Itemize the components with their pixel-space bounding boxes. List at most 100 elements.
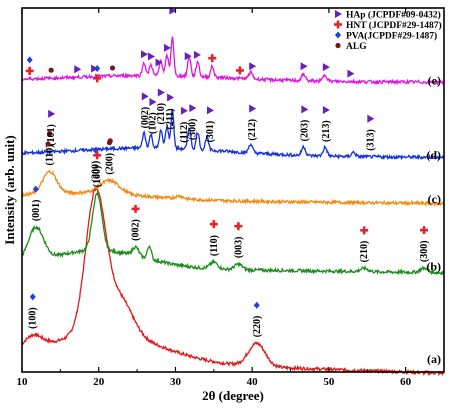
miller-index-label: (210)	[359, 241, 370, 263]
hap-marker-4-x9	[147, 52, 155, 61]
alg-marker-4-x2	[48, 67, 54, 73]
hap-marker-4-x11	[164, 43, 172, 52]
miller-index-label: (100)	[92, 166, 103, 188]
hap-marker-3-1	[141, 92, 149, 101]
x-tick-label: 20	[93, 376, 105, 388]
hap-marker-4-x14	[193, 50, 201, 59]
hap-marker-3-6	[189, 104, 197, 113]
hap-marker-4-x17	[249, 62, 257, 71]
x-axis-label: 2θ (degree)	[202, 388, 264, 403]
hnt-marker-1-1	[93, 151, 102, 160]
hnt-marker-bar-h	[235, 69, 244, 72]
series-line-1	[21, 190, 445, 276]
miller-index-label: (101)	[46, 124, 57, 146]
series-label-1: (b)	[426, 260, 441, 274]
hnt-marker-bar-h	[208, 56, 217, 60]
hnt-marker-4-x0	[25, 66, 34, 75]
annotation-layer: (100)(200)(220)(001)(100)(002)(110) (003)…	[25, 6, 430, 338]
legend-label-3: ALG	[346, 42, 367, 52]
hnt-marker-bar-h	[209, 222, 218, 226]
alg-marker-2-0	[47, 130, 53, 137]
series-3: (d)	[21, 108, 445, 162]
hnt-marker-bar-h	[334, 23, 342, 26]
miller-index-label: (200)	[91, 161, 102, 183]
alg-marker-legend-3	[335, 42, 341, 49]
hnt-marker-bar-h	[131, 207, 140, 211]
legend-label-0: HAp (JCPDF#09-0432)	[346, 10, 441, 21]
hap-marker-4-x13	[184, 52, 192, 61]
x-tick-label: 60	[400, 376, 412, 388]
pva-marker-1-0	[32, 185, 39, 193]
hnt-marker-4-x6	[93, 74, 102, 83]
hap-marker-4-x18	[300, 62, 308, 71]
hap-marker-4-x20	[347, 69, 355, 78]
pva-marker-0-0	[29, 293, 36, 301]
pva-marker-4-x1	[26, 56, 33, 64]
hnt-marker-bar-h	[420, 228, 429, 232]
hap-marker-4-x3	[74, 65, 82, 74]
miller-index-label: (003)	[233, 237, 244, 259]
miller-index-label: (300)	[187, 119, 198, 141]
miller-index-label: (203)	[299, 120, 310, 142]
series-line-3	[21, 108, 445, 161]
pva-marker-4-x5	[94, 64, 101, 72]
hap-marker-legend-0	[335, 10, 342, 18]
plot-frame	[21, 7, 445, 373]
hap-marker-3-2	[149, 98, 157, 107]
series-line-0	[21, 186, 445, 377]
hnt-marker-1-4	[234, 222, 243, 231]
hap-marker-3-4	[167, 93, 175, 102]
series-2: (c)	[21, 170, 445, 208]
miller-index-label: (220)	[252, 316, 263, 338]
series-4: (e)	[21, 36, 445, 87]
hap-marker-3-11	[367, 114, 375, 123]
hap-marker-3-5	[180, 106, 188, 115]
hap-marker-3-8	[249, 104, 257, 113]
miller-index-label: (300)	[419, 240, 430, 262]
miller-index-label: (002)	[140, 107, 151, 129]
axes-layer: 10 20 30 40 50 60	[17, 8, 412, 388]
hnt-marker-1-3	[209, 220, 218, 229]
miller-index-label: (212)	[247, 119, 258, 141]
hnt-marker-4-x15	[208, 54, 217, 63]
series-label-3: (d)	[426, 148, 441, 162]
y-axis-label: Intensity (arb. unit)	[2, 135, 17, 244]
hnt-marker-legend-1	[334, 20, 342, 29]
x-tick-label: 30	[170, 376, 182, 388]
hap-marker-3-9	[301, 105, 309, 114]
miller-index-label: (110)	[209, 235, 220, 256]
hnt-marker-1-2	[131, 204, 140, 213]
miller-index-label: (211)	[165, 108, 176, 129]
miller-index-label: (110)	[45, 144, 56, 165]
hap-marker-4-x8	[140, 50, 148, 59]
hnt-marker-bar-h	[234, 224, 243, 228]
series-label-4: (e)	[428, 73, 441, 87]
legend-label-1: HNT (JCPDF#29-1487)	[346, 20, 442, 31]
x-tick-label: 50	[323, 376, 335, 388]
miller-index-label: (100)	[28, 307, 39, 329]
hnt-marker-bar-h	[25, 69, 34, 73]
miller-index-label: (213)	[321, 120, 332, 142]
pva-marker-0-2	[253, 301, 260, 309]
hnt-marker-1-5	[360, 226, 369, 235]
legend: HAp (JCPDF#09-0432)HNT (JCPDF#29-1487)PV…	[334, 10, 442, 52]
miller-index-label: (301)	[205, 121, 216, 143]
hap-marker-3-0	[48, 109, 56, 118]
series-0: (a)	[21, 186, 445, 377]
miller-index-label: (200)	[104, 153, 115, 175]
x-tick-label: 10	[17, 376, 29, 388]
hnt-marker-1-6	[420, 226, 429, 235]
series-line-2	[21, 170, 445, 208]
hnt-marker-bar-h	[93, 77, 102, 80]
hap-marker-4-x19	[322, 63, 330, 72]
miller-index-label: (210)	[156, 103, 167, 125]
hap-marker-4-x10	[155, 58, 163, 67]
legend-label-2: PVA(JCPDF#29-1487)	[346, 31, 437, 42]
series-layer: (a) (b) (c) (d) (e)	[21, 36, 445, 377]
miller-index-label: (112)	[179, 122, 190, 143]
alg-marker-3-x1	[107, 138, 113, 144]
hap-marker-3-3	[157, 88, 165, 97]
series-label-0: (a)	[427, 352, 441, 366]
